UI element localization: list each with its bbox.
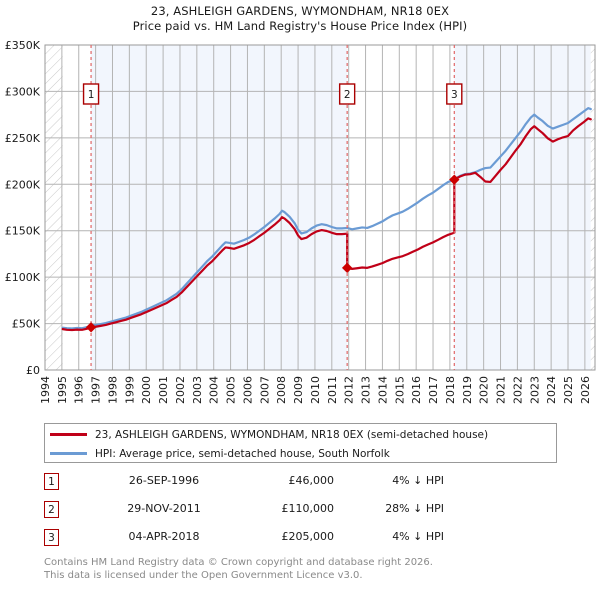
legend-entry-property: 23, ASHLEIGH GARDENS, WYMONDHAM, NR18 0E… <box>45 425 556 444</box>
svg-text:2022: 2022 <box>511 376 524 404</box>
svg-text:£300K: £300K <box>5 85 41 98</box>
svg-text:2014: 2014 <box>376 376 389 404</box>
footer-line-2: This data is licensed under the Open Gov… <box>44 569 363 581</box>
legend-swatch-property <box>50 433 87 436</box>
transaction-price-2: £110,000 <box>281 502 335 515</box>
svg-text:2010: 2010 <box>309 376 322 404</box>
transactions-table: 1 26-SEP-1996 £46,000 4% ↓ HPI 2 29-NOV-… <box>44 470 464 554</box>
x-axis-labels: 1994 1995 1996 1997 1998 1999 2000 2001 2002 2003… <box>39 376 592 404</box>
svg-text:2019: 2019 <box>461 376 474 404</box>
legend-entry-hpi: HPI: Average price, semi-detached house,… <box>45 444 556 463</box>
transaction-price-3: £205,000 <box>281 530 335 543</box>
svg-text:£150K: £150K <box>5 225 41 238</box>
legend-swatch-hpi <box>50 452 87 455</box>
svg-text:2008: 2008 <box>275 376 288 404</box>
table-row[interactable]: 3 04-APR-2018 £205,000 4% ↓ HPI <box>44 526 464 554</box>
svg-text:2023: 2023 <box>528 376 541 404</box>
svg-text:2020: 2020 <box>478 376 491 404</box>
svg-text:1996: 1996 <box>73 376 86 404</box>
table-row[interactable]: 2 29-NOV-2011 £110,000 28% ↓ HPI <box>44 498 464 526</box>
transaction-date-2: 29-NOV-2011 <box>127 502 201 515</box>
table-row[interactable]: 1 26-SEP-1996 £46,000 4% ↓ HPI <box>44 470 464 498</box>
title-line-subtitle: Price paid vs. HM Land Registry's House … <box>132 19 468 33</box>
svg-text:2026: 2026 <box>579 376 592 404</box>
footer-line-1: Contains HM Land Registry data © Crown c… <box>44 557 433 568</box>
transaction-hpi-delta-2: 28% ↓ HPI <box>385 502 444 515</box>
svg-text:2001: 2001 <box>157 376 170 404</box>
svg-text:2015: 2015 <box>393 376 406 404</box>
svg-text:£200K: £200K <box>5 178 41 191</box>
svg-text:2004: 2004 <box>208 376 221 404</box>
svg-text:1994: 1994 <box>39 376 52 404</box>
svg-text:2025: 2025 <box>562 376 575 404</box>
svg-text:£50K: £50K <box>12 318 41 331</box>
svg-text:£250K: £250K <box>5 132 41 145</box>
svg-text:2024: 2024 <box>545 376 558 404</box>
svg-text:2007: 2007 <box>258 376 271 404</box>
data-series <box>61 107 592 332</box>
title-line-address: 23, ASHLEIGH GARDENS, WYMONDHAM, NR18 0E… <box>150 4 450 18</box>
transaction-badge-1[interactable]: 1 <box>44 473 59 490</box>
transaction-markers[interactable]: 1 2 3 <box>82 45 463 370</box>
svg-text:1998: 1998 <box>106 376 119 404</box>
svg-text:2021: 2021 <box>495 376 508 404</box>
svg-text:1997: 1997 <box>90 376 103 404</box>
legend-label-property: 23, ASHLEIGH GARDENS, WYMONDHAM, NR18 0E… <box>95 428 489 441</box>
transaction-badge-2[interactable]: 2 <box>44 501 59 518</box>
svg-text:£0: £0 <box>26 364 40 377</box>
svg-text:2002: 2002 <box>174 376 187 404</box>
svg-text:1995: 1995 <box>56 376 69 404</box>
chart-legend: 23, ASHLEIGH GARDENS, WYMONDHAM, NR18 0E… <box>44 423 557 463</box>
svg-text:1: 1 <box>88 89 95 101</box>
footer-attribution: Contains HM Land Registry data © Crown c… <box>44 557 574 582</box>
svg-text:3: 3 <box>451 89 458 101</box>
svg-text:2000: 2000 <box>140 376 153 404</box>
grid-lines <box>44 44 596 371</box>
transaction-badge-3[interactable]: 3 <box>44 529 59 546</box>
svg-text:£350K: £350K <box>5 39 41 52</box>
svg-text:2017: 2017 <box>427 376 440 404</box>
legend-label-hpi: HPI: Average price, semi-detached house,… <box>95 447 390 460</box>
transaction-date-3: 04-APR-2018 <box>128 530 200 543</box>
svg-text:2009: 2009 <box>292 376 305 404</box>
transaction-hpi-delta-1: 4% ↓ HPI <box>392 474 444 487</box>
svg-text:2011: 2011 <box>326 376 339 404</box>
svg-text:1999: 1999 <box>123 376 136 404</box>
chart-canvas: 1 2 3 £0 £50K £100K £150K £200K £250K £300K £350K… <box>5 39 596 404</box>
svg-text:2005: 2005 <box>225 376 238 404</box>
transaction-date-1: 26-SEP-1996 <box>128 474 200 487</box>
svg-text:2006: 2006 <box>241 376 254 404</box>
page-title: 23, ASHLEIGH GARDENS, WYMONDHAM, NR18 0E… <box>0 0 600 34</box>
svg-text:2013: 2013 <box>360 376 373 404</box>
transaction-price-1: £46,000 <box>288 474 335 487</box>
svg-text:£100K: £100K <box>5 271 41 284</box>
svg-text:2012: 2012 <box>343 376 356 404</box>
svg-text:2: 2 <box>344 89 351 101</box>
transaction-hpi-delta-3: 4% ↓ HPI <box>392 530 444 543</box>
plot-background <box>45 45 595 370</box>
svg-text:2018: 2018 <box>444 376 457 404</box>
y-axis-labels: £0 £50K £100K £150K £200K £250K £300K £350K <box>5 39 41 377</box>
svg-text:2003: 2003 <box>191 376 204 404</box>
svg-text:2016: 2016 <box>410 376 423 404</box>
